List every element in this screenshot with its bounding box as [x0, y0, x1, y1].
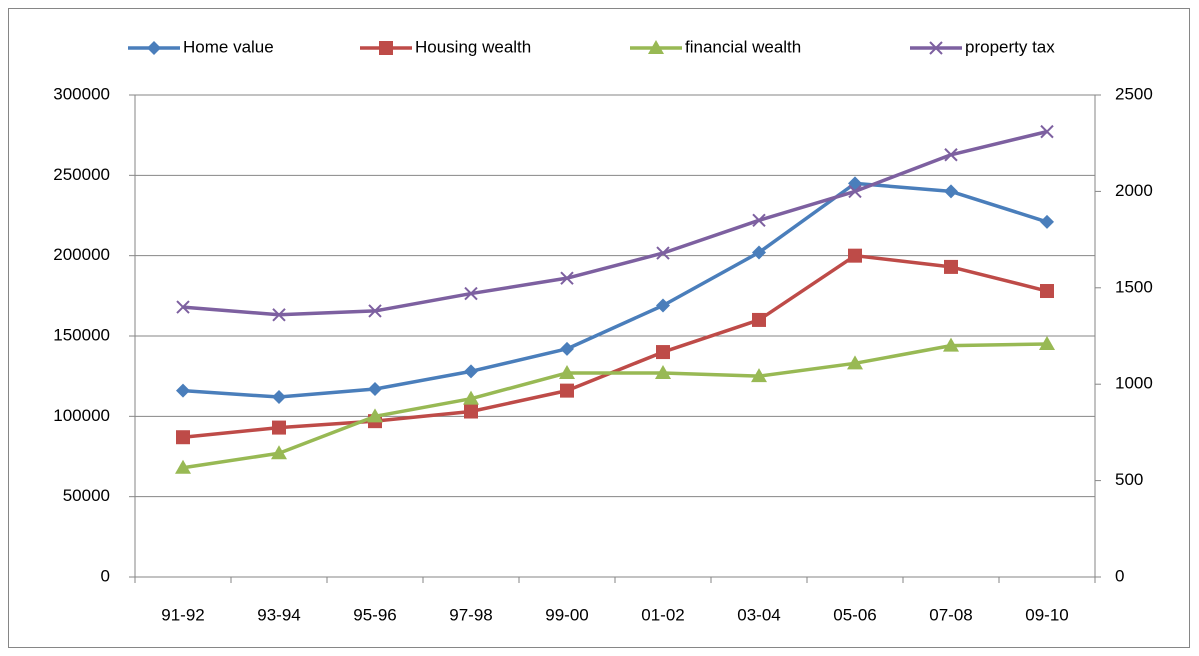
x-tick-label: 03-04: [737, 605, 780, 624]
point: [848, 184, 862, 199]
legend-label: Housing wealth: [415, 37, 531, 56]
y-tick-label: 250000: [53, 165, 110, 184]
y2-tick-label: 1500: [1115, 277, 1153, 296]
x-tick-label: 97-98: [449, 605, 492, 624]
point: [464, 404, 478, 419]
x-tick-label: 07-08: [929, 605, 972, 624]
series-line: [182, 129, 1048, 317]
point: [560, 383, 574, 398]
y-tick-label: 150000: [53, 325, 110, 344]
point: [847, 355, 863, 370]
chart-border: [8, 8, 1190, 648]
legend-label: financial wealth: [685, 37, 801, 56]
point: [656, 345, 670, 360]
series-line: [182, 342, 1048, 470]
y2-tick-label: 500: [1115, 470, 1143, 489]
point: [1040, 284, 1054, 299]
point: [944, 148, 958, 162]
point: [464, 286, 478, 301]
point: [368, 382, 382, 397]
point: [176, 430, 190, 445]
y-tick-label: 300000: [53, 84, 110, 103]
point: [175, 459, 191, 474]
point: [272, 420, 286, 435]
point: [463, 390, 479, 405]
point: [943, 337, 959, 352]
point: [559, 364, 575, 379]
x-tick-label: 05-06: [833, 605, 876, 624]
legend-marker: [648, 40, 664, 54]
point: [752, 312, 766, 327]
point: [1039, 336, 1055, 351]
point: [751, 368, 767, 383]
point: [464, 364, 478, 379]
point: [944, 184, 958, 199]
x-tick-label: 93-94: [257, 605, 300, 624]
x-tick-label: 99-00: [545, 605, 588, 624]
point: [272, 390, 286, 405]
point: [1040, 214, 1054, 229]
x-tick-label: 01-02: [641, 605, 684, 624]
point: [752, 213, 766, 228]
y-tick-label: 0: [101, 566, 110, 585]
x-tick-label: 09-10: [1025, 605, 1068, 624]
point: [655, 364, 671, 379]
y-tick-label: 100000: [53, 406, 110, 425]
point: [368, 304, 382, 318]
y-tick-label: 50000: [63, 486, 110, 505]
point: [176, 300, 190, 314]
point: [1040, 124, 1054, 139]
y2-tick-label: 0: [1115, 566, 1124, 585]
point: [271, 445, 287, 460]
x-tick-label: 91-92: [161, 605, 204, 624]
point: [176, 383, 190, 398]
point: [272, 308, 286, 322]
point: [656, 246, 670, 260]
point: [560, 341, 574, 356]
legend-label: property tax: [965, 37, 1055, 56]
point: [944, 259, 958, 274]
x-tick-label: 95-96: [353, 605, 396, 624]
y2-tick-label: 2000: [1115, 181, 1153, 200]
legend-marker: [379, 41, 393, 55]
y2-tick-label: 1000: [1115, 374, 1153, 393]
legend-label: Home value: [183, 37, 274, 56]
point: [656, 298, 670, 313]
point: [367, 408, 383, 423]
y-tick-label: 200000: [53, 245, 110, 264]
point: [560, 271, 574, 285]
y2-tick-label: 2500: [1115, 84, 1153, 103]
point: [752, 245, 766, 260]
legend-marker: [929, 41, 943, 55]
point: [848, 248, 862, 263]
series-line: [182, 181, 1048, 399]
legend-marker: [147, 41, 161, 55]
